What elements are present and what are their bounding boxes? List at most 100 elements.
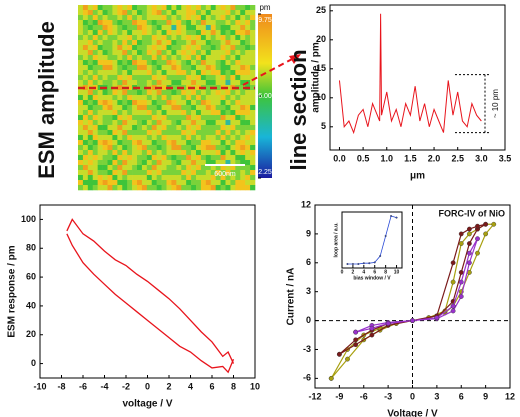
x-tick-label: -6 bbox=[360, 391, 368, 401]
heatmap-cell bbox=[240, 20, 246, 26]
heatmap-cell bbox=[225, 140, 231, 146]
heatmap-cell bbox=[181, 50, 187, 56]
heatmap-cell bbox=[240, 95, 246, 101]
heatmap-cell bbox=[210, 10, 216, 16]
heatmap-cell bbox=[171, 10, 177, 16]
heatmap-cell bbox=[107, 90, 113, 96]
heatmap-cell bbox=[200, 50, 207, 56]
heatmap-cell bbox=[196, 75, 202, 81]
heatmap-cell bbox=[146, 175, 153, 181]
heatmap-cell bbox=[181, 130, 187, 136]
heatmap-cell bbox=[137, 50, 143, 56]
heatmap-cell bbox=[176, 155, 182, 161]
heatmap-cell bbox=[87, 140, 94, 146]
heatmap-cell bbox=[196, 70, 202, 76]
heatmap-cell bbox=[200, 135, 207, 141]
heatmap-cell bbox=[97, 180, 103, 186]
heatmap-cell bbox=[200, 100, 207, 106]
heatmap-cell bbox=[186, 60, 192, 66]
heatmap-cell bbox=[176, 115, 182, 121]
heatmap-cell bbox=[156, 40, 162, 46]
heatmap-cell bbox=[181, 20, 187, 26]
heatmap-cell bbox=[186, 100, 192, 106]
heatmap-cell bbox=[176, 25, 182, 31]
heatmap-cell bbox=[230, 155, 236, 161]
heatmap-cell bbox=[161, 110, 167, 116]
heatmap-cell bbox=[156, 140, 162, 146]
scale-bar-label: 600nm bbox=[214, 171, 236, 178]
heatmap-cell bbox=[166, 55, 172, 61]
heatmap-cell bbox=[176, 120, 182, 126]
heatmap-cell bbox=[117, 55, 123, 61]
heatmap-cell bbox=[97, 50, 103, 56]
heatmap-cell bbox=[92, 170, 98, 176]
heatmap-cell bbox=[78, 70, 84, 76]
heatmap-cell bbox=[132, 45, 138, 51]
heatmap-cell bbox=[137, 40, 143, 46]
heatmap-cell bbox=[171, 185, 177, 191]
heatmap-cell bbox=[107, 70, 113, 76]
heatmap-cell bbox=[220, 185, 226, 191]
heatmap-cell bbox=[112, 135, 118, 141]
heatmap-cell bbox=[205, 5, 212, 11]
heatmap-cell bbox=[151, 50, 157, 56]
heatmap-cell bbox=[122, 155, 128, 161]
heatmap-cell bbox=[210, 55, 216, 61]
colorbar-unit: pm bbox=[259, 3, 270, 12]
heatmap-cell bbox=[161, 50, 167, 56]
heatmap-cell bbox=[210, 160, 216, 166]
heatmap-cell bbox=[151, 120, 157, 126]
heatmap-cell bbox=[92, 70, 98, 76]
data-point bbox=[357, 263, 360, 266]
heatmap-cell bbox=[102, 135, 108, 141]
heatmap-cell bbox=[176, 5, 182, 11]
heatmap-cell bbox=[230, 80, 236, 86]
x-tick-label: 1.5 bbox=[404, 153, 417, 163]
heatmap-cell bbox=[102, 100, 108, 106]
panel-label: line section bbox=[286, 49, 311, 170]
heatmap-cell bbox=[210, 25, 216, 31]
heatmap-cell bbox=[245, 50, 251, 56]
heatmap-cell bbox=[78, 60, 84, 66]
heatmap-cell bbox=[132, 150, 138, 156]
heatmap-cell bbox=[151, 10, 157, 16]
heatmap-cell bbox=[225, 5, 231, 11]
heatmap-cell bbox=[107, 55, 113, 61]
data-point bbox=[458, 279, 464, 285]
heatmap-cell bbox=[210, 110, 216, 116]
heatmap-cell bbox=[225, 45, 231, 51]
heatmap-cell bbox=[196, 165, 202, 171]
heatmap-cell bbox=[205, 135, 212, 141]
heatmap-cell bbox=[176, 185, 182, 191]
heatmap-cell bbox=[146, 60, 153, 66]
heatmap-cell bbox=[250, 55, 256, 61]
heatmap-cell bbox=[245, 115, 251, 121]
heatmap-cell bbox=[225, 150, 231, 156]
heatmap-cell bbox=[215, 185, 221, 191]
heatmap-cell bbox=[92, 120, 98, 126]
heatmap-cell bbox=[166, 100, 172, 106]
heatmap-cell bbox=[151, 85, 157, 91]
heatmap-cell bbox=[161, 120, 167, 126]
heatmap-cell bbox=[127, 90, 133, 96]
heatmap-cell bbox=[82, 100, 89, 106]
heatmap-cell bbox=[166, 45, 172, 51]
heatmap-cell bbox=[122, 35, 128, 41]
x-tick-label: 6 bbox=[459, 391, 464, 401]
heatmap-cell bbox=[137, 25, 143, 31]
heatmap-cell bbox=[250, 140, 256, 146]
heatmap-cell bbox=[87, 165, 94, 171]
heatmap-cell bbox=[176, 50, 182, 56]
heatmap-cell bbox=[82, 125, 89, 131]
heatmap-cell bbox=[97, 115, 103, 121]
heatmap-cell bbox=[132, 70, 138, 76]
heatmap-cell bbox=[137, 100, 143, 106]
heatmap-cell bbox=[78, 80, 84, 86]
heatmap-cell bbox=[82, 160, 89, 166]
heatmap-cell bbox=[151, 25, 157, 31]
heatmap-cell bbox=[166, 60, 172, 66]
heatmap-cell bbox=[122, 5, 128, 11]
heatmap-cell bbox=[235, 165, 241, 171]
heatmap-cell bbox=[97, 40, 103, 46]
heatmap-cell bbox=[97, 170, 103, 176]
